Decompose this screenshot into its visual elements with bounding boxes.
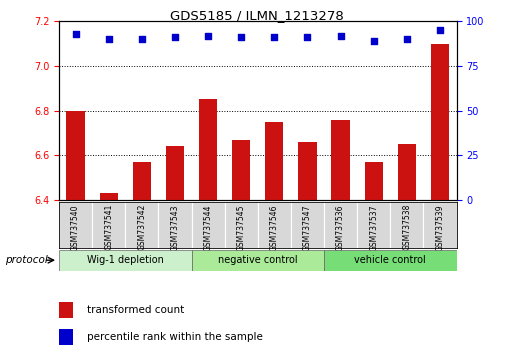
Text: negative control: negative control bbox=[218, 255, 298, 265]
Text: GSM737536: GSM737536 bbox=[336, 204, 345, 251]
Bar bbox=[365, 162, 383, 200]
Bar bbox=[265, 122, 284, 200]
Text: Wig-1 depletion: Wig-1 depletion bbox=[87, 255, 164, 265]
Bar bbox=[100, 193, 118, 200]
FancyBboxPatch shape bbox=[125, 202, 159, 248]
Point bbox=[204, 33, 212, 38]
FancyBboxPatch shape bbox=[225, 202, 258, 248]
FancyBboxPatch shape bbox=[59, 250, 191, 271]
FancyBboxPatch shape bbox=[59, 202, 92, 248]
Text: GSM737544: GSM737544 bbox=[204, 204, 212, 251]
Bar bbox=[331, 120, 350, 200]
FancyBboxPatch shape bbox=[324, 250, 457, 271]
Point bbox=[303, 34, 311, 40]
Text: GSM737541: GSM737541 bbox=[104, 204, 113, 251]
Text: protocol: protocol bbox=[5, 255, 48, 265]
FancyBboxPatch shape bbox=[423, 202, 457, 248]
Text: transformed count: transformed count bbox=[87, 305, 184, 315]
Text: GSM737546: GSM737546 bbox=[270, 204, 279, 251]
FancyBboxPatch shape bbox=[291, 202, 324, 248]
Point bbox=[137, 36, 146, 42]
FancyBboxPatch shape bbox=[324, 202, 357, 248]
Bar bbox=[67, 111, 85, 200]
Bar bbox=[133, 162, 151, 200]
Text: GSM737539: GSM737539 bbox=[436, 204, 444, 251]
Text: GSM737538: GSM737538 bbox=[402, 204, 411, 251]
Point bbox=[71, 31, 80, 36]
Text: GSM737537: GSM737537 bbox=[369, 204, 378, 251]
Text: vehicle control: vehicle control bbox=[354, 255, 426, 265]
Point bbox=[105, 36, 113, 42]
Bar bbox=[59, 329, 73, 345]
Bar bbox=[398, 144, 416, 200]
Point bbox=[370, 38, 378, 44]
Text: GSM737543: GSM737543 bbox=[170, 204, 180, 251]
FancyBboxPatch shape bbox=[357, 202, 390, 248]
Point bbox=[237, 34, 245, 40]
Point bbox=[403, 36, 411, 42]
Bar bbox=[431, 44, 449, 200]
Text: GSM737545: GSM737545 bbox=[236, 204, 246, 251]
Bar bbox=[166, 147, 184, 200]
Bar bbox=[299, 142, 317, 200]
Text: GSM737542: GSM737542 bbox=[137, 204, 146, 251]
FancyBboxPatch shape bbox=[159, 202, 191, 248]
Text: GSM737540: GSM737540 bbox=[71, 204, 80, 251]
Point bbox=[436, 27, 444, 33]
Bar bbox=[232, 140, 250, 200]
Point bbox=[337, 33, 345, 38]
FancyBboxPatch shape bbox=[191, 250, 324, 271]
Text: GDS5185 / ILMN_1213278: GDS5185 / ILMN_1213278 bbox=[170, 9, 343, 22]
FancyBboxPatch shape bbox=[191, 202, 225, 248]
Text: percentile rank within the sample: percentile rank within the sample bbox=[87, 332, 263, 342]
Bar bbox=[199, 99, 217, 200]
Bar bbox=[59, 302, 73, 318]
FancyBboxPatch shape bbox=[258, 202, 291, 248]
FancyBboxPatch shape bbox=[390, 202, 423, 248]
Text: GSM737547: GSM737547 bbox=[303, 204, 312, 251]
Point bbox=[270, 34, 279, 40]
FancyBboxPatch shape bbox=[92, 202, 125, 248]
Point bbox=[171, 34, 179, 40]
